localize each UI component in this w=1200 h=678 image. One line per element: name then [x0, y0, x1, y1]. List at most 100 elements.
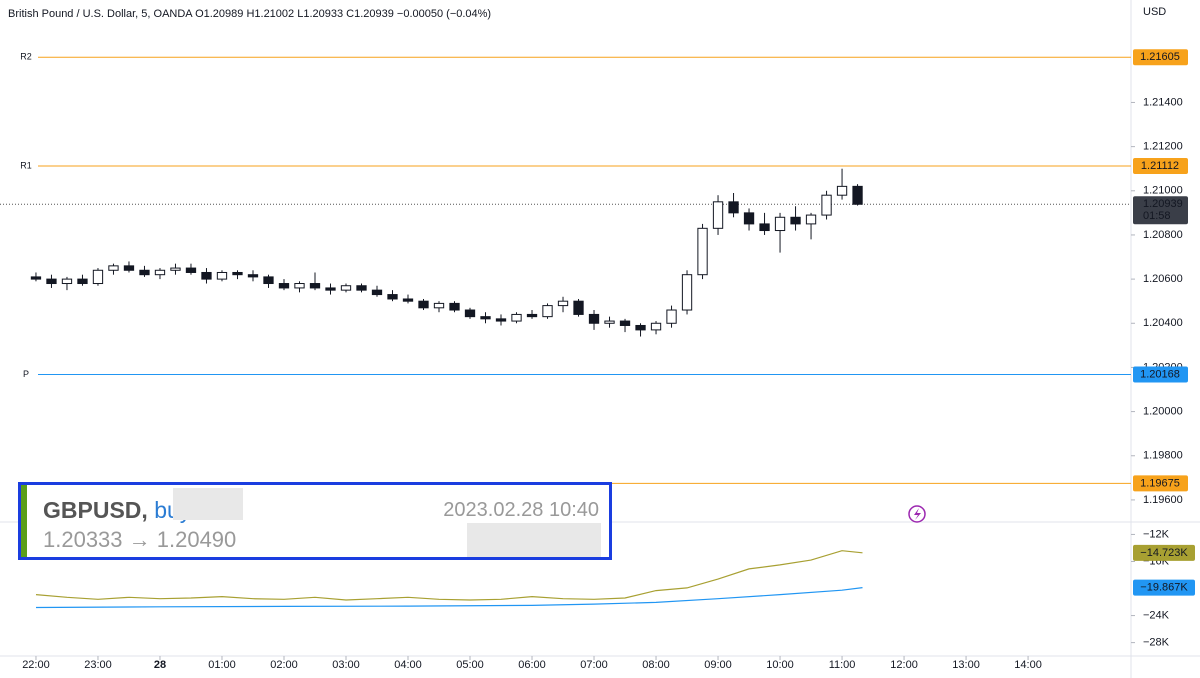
candle-body — [77, 278, 88, 285]
note-bar — [21, 485, 27, 557]
x-tick-label: 07:00 — [580, 659, 608, 671]
y-tick-label: 1.20400 — [1143, 317, 1183, 329]
y-tick-label: −12K — [1143, 528, 1170, 540]
candle-body — [480, 316, 491, 320]
candle-body — [61, 278, 73, 285]
candle-body — [619, 320, 631, 326]
pivot-price-label: 1.20168 — [1140, 368, 1180, 380]
candle-body — [123, 265, 135, 271]
candle-body — [325, 287, 336, 291]
candle-body — [278, 283, 290, 289]
candle-body — [449, 302, 460, 311]
candle-body — [511, 313, 522, 322]
note-time: 2023.02.28 10:40 — [443, 499, 599, 521]
redaction — [173, 488, 243, 520]
x-tick-label: 01:00 — [208, 659, 236, 671]
candle-body — [604, 320, 615, 324]
note-symbol: GBPUSD, — [43, 497, 148, 523]
candle-body — [201, 271, 212, 280]
indicator-value-box — [1133, 544, 1195, 561]
candle-body — [836, 185, 848, 196]
pivot-price-box — [1133, 158, 1188, 175]
candle-body — [542, 305, 553, 318]
y-tick-label: 1.21000 — [1143, 185, 1183, 197]
candle-body — [790, 216, 801, 225]
x-tick-label: 08:00 — [642, 659, 670, 671]
x-tick-label: 04:00 — [394, 659, 422, 671]
candle-body — [154, 269, 166, 276]
indicator-value-label: −14.723K — [1140, 547, 1188, 559]
candle-body — [650, 322, 662, 331]
x-tick-label: 14:00 — [1014, 659, 1042, 671]
candle-body — [852, 185, 863, 205]
candle-body — [573, 300, 584, 315]
last-price-label: 1.20939 — [1143, 198, 1183, 210]
candle-body — [495, 318, 507, 322]
indicator-line — [35, 587, 863, 609]
pivot-price-box — [1133, 49, 1188, 66]
note-prices: 1.20333 → 1.20490 — [43, 527, 237, 552]
pivot-price-label: 1.19675 — [1140, 477, 1180, 489]
last-price-box — [1133, 196, 1188, 225]
candle-body — [557, 300, 569, 307]
candle-body — [92, 269, 104, 285]
pivot-price-label: 1.21112 — [1141, 160, 1179, 172]
indicator-value-box — [1133, 579, 1195, 596]
x-tick-label: 28 — [154, 659, 166, 671]
indicator-value-label: −19.867K — [1140, 582, 1188, 594]
chart-title: British Pound / U.S. Dollar, 5, OANDA O1… — [8, 8, 491, 20]
candle-body — [697, 227, 708, 276]
candle-body — [139, 269, 150, 276]
y-tick-label: 1.20600 — [1143, 273, 1183, 285]
candle-body — [170, 267, 181, 271]
candle-body — [821, 194, 832, 216]
candle-body — [666, 309, 677, 324]
candle-body — [356, 285, 367, 291]
x-tick-label: 13:00 — [952, 659, 980, 671]
candle-body — [232, 271, 243, 276]
candle-body — [294, 283, 305, 289]
y-tick-label: 1.19800 — [1143, 450, 1183, 462]
candle-body — [263, 276, 274, 285]
candle-body — [402, 298, 414, 302]
pivot-price-box — [1133, 366, 1188, 383]
lightning-icon[interactable] — [908, 505, 926, 523]
icon-bolt — [914, 508, 921, 520]
y-tick-label: 1.20000 — [1143, 406, 1183, 418]
x-tick-label: 05:00 — [456, 659, 484, 671]
candle-body — [340, 285, 352, 291]
x-tick-label: 06:00 — [518, 659, 546, 671]
pivot-label: P — [23, 369, 29, 379]
candle-body — [712, 201, 724, 229]
icon-circle — [908, 505, 926, 523]
y-tick-label: −28K — [1143, 637, 1170, 649]
candle-body — [46, 278, 57, 285]
candle-body — [418, 300, 429, 309]
y-tick-label: −24K — [1143, 609, 1170, 621]
candle-body — [759, 223, 770, 232]
y-tick-label: 1.21200 — [1143, 141, 1183, 153]
x-tick-label: 11:00 — [829, 659, 856, 671]
candle-body — [433, 302, 445, 309]
x-tick-label: 23:00 — [84, 659, 112, 671]
candle-body — [728, 201, 739, 214]
candle-body — [185, 267, 197, 273]
indicator-line — [35, 550, 863, 601]
pivot-price-label: 1.21605 — [1140, 51, 1180, 63]
redaction — [467, 523, 601, 557]
pivot-price-box — [1133, 475, 1188, 492]
candle-body — [464, 309, 476, 318]
y-tick-label: 1.19600 — [1143, 494, 1183, 506]
candle-body — [588, 313, 600, 324]
x-tick-label: 22:00 — [22, 659, 50, 671]
candle-body — [309, 283, 321, 289]
candle-body — [371, 289, 383, 296]
x-tick-label: 02:00 — [270, 659, 298, 671]
candle-body — [387, 294, 398, 300]
candle-body — [805, 214, 817, 225]
candle-body — [681, 274, 693, 311]
axis-unit: USD — [1143, 6, 1166, 18]
